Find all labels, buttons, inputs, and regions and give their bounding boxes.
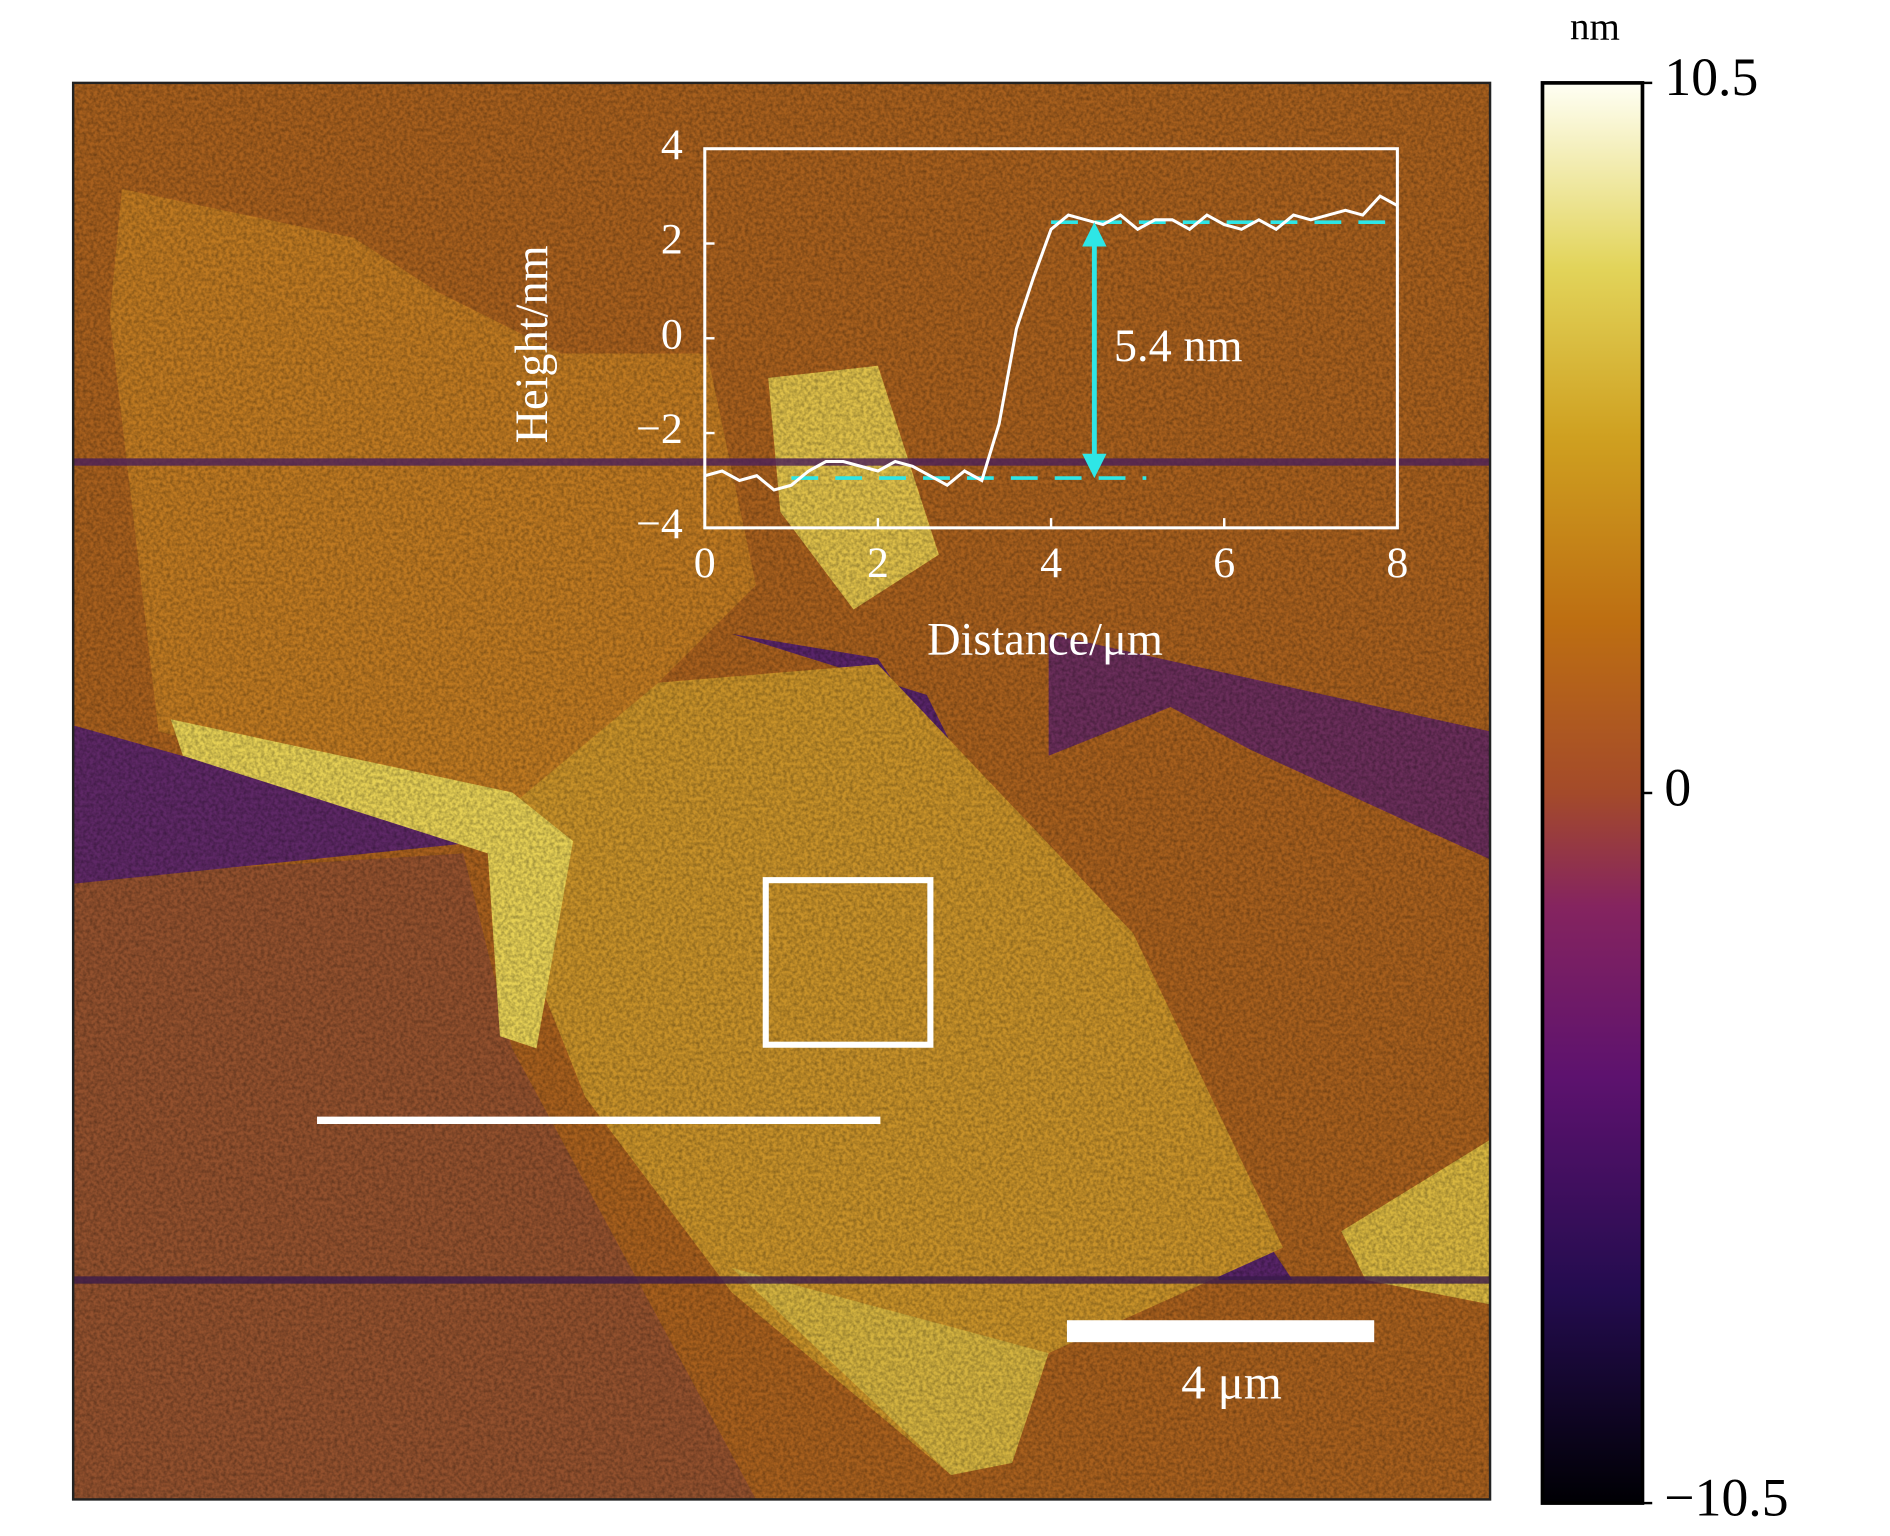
- colorbar-tick-label: −10.5: [1664, 1467, 1788, 1527]
- x-tick-label: 2: [867, 539, 889, 587]
- x-axis-label: Distance/μm: [927, 614, 1163, 665]
- colorbar-label: nm: [1570, 5, 1620, 48]
- colorbar: [1540, 81, 1645, 1505]
- scan-line: [73, 458, 1491, 466]
- y-tick-label: 0: [661, 310, 683, 358]
- scale-bar-label: 4 μm: [1181, 1355, 1282, 1409]
- annotation: 5.4 nm: [1114, 321, 1243, 372]
- y-axis-label: Height/nm: [507, 245, 558, 443]
- y-tick-label: 2: [661, 216, 683, 264]
- texture: [73, 82, 1491, 1500]
- selection-box: [762, 877, 934, 1048]
- x-tick-label: 6: [1213, 539, 1235, 587]
- y-tick-label: −4: [636, 500, 683, 548]
- y-tick-label: 4: [661, 121, 683, 169]
- image-frame: [71, 81, 1492, 1501]
- arrow-head: [1082, 222, 1107, 247]
- scan-line: [73, 1276, 1491, 1284]
- scale-bar: [1066, 1320, 1375, 1343]
- colorbar-tick-label: 0: [1664, 757, 1691, 817]
- arrow-head: [1082, 453, 1107, 479]
- x-tick-label: 8: [1386, 539, 1408, 587]
- afm-image: [73, 82, 1491, 1500]
- profile: [704, 194, 1399, 492]
- colorbar-tick-label: 10.5: [1664, 47, 1758, 107]
- x-tick-label: 0: [694, 539, 716, 587]
- y-tick-label: −2: [636, 405, 683, 453]
- x-tick-label: 4: [1040, 539, 1062, 587]
